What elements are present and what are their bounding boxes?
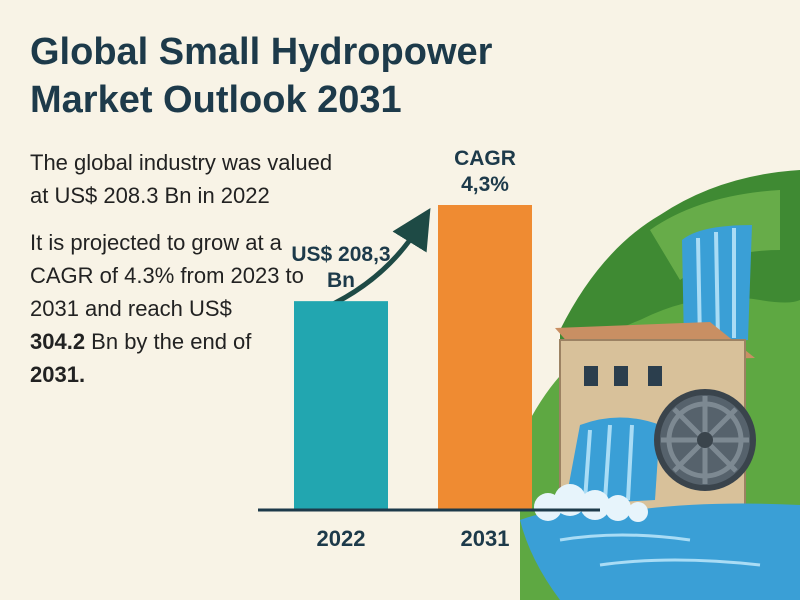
title-line-1: Global Small Hydropower [30,31,493,73]
bar-label-2022-2: Bn [327,269,355,292]
window-icon [648,366,662,386]
bar-label-2031-1: CAGR [454,147,516,170]
bar-2022 [294,301,388,510]
window-icon [614,366,628,386]
water-foam [534,484,648,522]
river-water [520,503,800,600]
projection-year: 2031. [30,362,86,387]
water-wheel-icon [654,389,756,491]
category-label-2022: 2022 [317,526,366,551]
valuation-text: The global industry was valued at US$ 20… [30,150,333,208]
bar-2031 [438,205,532,510]
page-title: Global Small Hydropower Market Outlook 2… [30,28,550,124]
window-icon [584,366,598,386]
title-line-2: Market Outlook 2031 [30,79,402,121]
projected-value: 304.2 [30,329,86,354]
projection-text: It is projected to grow at a CAGR of 4.3… [30,230,304,387]
bar-label-2022-1: US$ 208,3 [291,243,390,266]
bar-label-2031-2: 4,3% [461,173,509,196]
category-label-2031: 2031 [461,526,510,551]
